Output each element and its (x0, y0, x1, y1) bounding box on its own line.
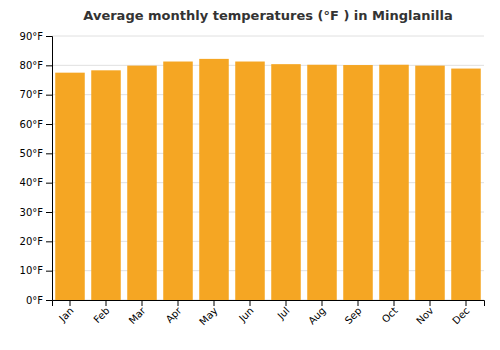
x-tick-mark (250, 300, 251, 306)
y-tick: 50°F (20, 148, 52, 159)
bar (199, 59, 229, 300)
x-tick: Jan (56, 300, 75, 324)
y-tick-label: 40°F (20, 177, 44, 188)
x-tick-mark (430, 300, 431, 306)
x-tick-label: Sep (343, 305, 364, 326)
x-tick: Feb (91, 300, 111, 325)
x-tick-label: Oct (380, 305, 400, 325)
x-tick-label: Aug (306, 305, 328, 327)
grid-line (52, 36, 484, 37)
x-tick: Mar (127, 300, 149, 326)
bar (343, 65, 373, 300)
bar (271, 64, 301, 300)
y-tick-label: 0°F (26, 295, 43, 306)
y-tick: 60°F (20, 119, 52, 130)
y-axis: 0°F 10°F 20°F 30°F 40°F 50°F 60°F 70°F 80°F 90°F (20, 31, 53, 306)
y-tick: 10°F (20, 265, 52, 276)
x-tick-mark (106, 300, 107, 306)
y-tick: 0°F (26, 295, 52, 306)
y-tick-label: 80°F (20, 60, 44, 71)
y-tick: 30°F (20, 207, 52, 218)
x-tick-mark (142, 300, 143, 306)
plot-area (55, 59, 481, 300)
bar (307, 65, 337, 300)
title: Average monthly temperatures (°F ) in Mi… (83, 8, 452, 23)
x-tick-mark (70, 300, 71, 306)
x-tick-label: Dec (450, 305, 471, 326)
y-tick-mark (46, 153, 52, 154)
bar (451, 69, 481, 300)
x-tick-label: Nov (414, 305, 436, 327)
y-tick: 80°F (20, 60, 52, 71)
bar (55, 73, 85, 300)
x-tick-label: Mar (127, 304, 149, 326)
bar (235, 62, 265, 300)
x-tick: Nov (414, 300, 436, 327)
y-tick: 20°F (20, 236, 52, 247)
y-tick-mark (46, 124, 52, 125)
x-tick: Aug (306, 300, 328, 327)
x-tick: May (197, 300, 219, 327)
grid (52, 36, 484, 300)
y-tick-mark (46, 212, 52, 213)
x-tick-label: Jun (236, 305, 256, 325)
y-tick-mark (46, 65, 52, 66)
y-tick: 70°F (20, 89, 52, 100)
bar (163, 62, 193, 300)
y-tick-mark (46, 241, 52, 242)
x-tick-mark (358, 300, 359, 306)
x-tick-label: Jan (56, 305, 75, 324)
y-tick: 40°F (20, 177, 52, 188)
x-tick: Jun (236, 300, 256, 324)
x-tick: Apr (164, 300, 185, 325)
x-axis-line (53, 301, 485, 307)
x-axis: Jan Feb Mar Apr May Jun Jul Aug Sep Oct Nov Dec (53, 300, 485, 327)
x-tick-mark (286, 300, 287, 306)
y-tick-mark (46, 95, 52, 96)
y-tick-label: 60°F (20, 119, 44, 130)
x-tick-label: May (197, 305, 219, 327)
y-tick-mark (46, 271, 52, 272)
x-tick: Oct (380, 300, 400, 325)
x-tick: Dec (450, 300, 471, 326)
x-tick-mark (322, 300, 323, 306)
y-tick-mark (46, 300, 52, 301)
bar (415, 66, 445, 300)
x-tick-label: Apr (164, 304, 185, 325)
y-tick-mark (46, 36, 52, 37)
chart-container: Jan Feb Mar Apr May Jun Jul Aug Sep Oct Nov Dec 0°F 1… (0, 0, 500, 350)
x-tick-mark (178, 300, 179, 306)
chart: Jan Feb Mar Apr May Jun Jul Aug Sep Oct Nov Dec 0°F 1… (0, 0, 500, 350)
bar (127, 66, 157, 300)
x-tick-mark (214, 300, 215, 306)
y-tick-label: 20°F (20, 236, 44, 247)
y-axis-line (46, 37, 53, 301)
y-tick-label: 90°F (20, 31, 44, 42)
y-tick-label: 70°F (20, 89, 44, 100)
x-tick-label: Jul (275, 305, 292, 322)
y-tick-label: 10°F (20, 265, 44, 276)
x-tick-label: Feb (91, 305, 111, 325)
y-tick-mark (46, 183, 52, 184)
x-tick-mark (466, 300, 467, 306)
x-tick: Jul (275, 300, 292, 322)
bar (379, 65, 409, 300)
x-tick: Sep (343, 300, 364, 326)
y-tick-label: 30°F (20, 207, 44, 218)
bar (91, 70, 121, 300)
y-tick-label: 50°F (20, 148, 44, 159)
x-tick-mark (394, 300, 395, 306)
y-tick: 90°F (20, 31, 52, 42)
